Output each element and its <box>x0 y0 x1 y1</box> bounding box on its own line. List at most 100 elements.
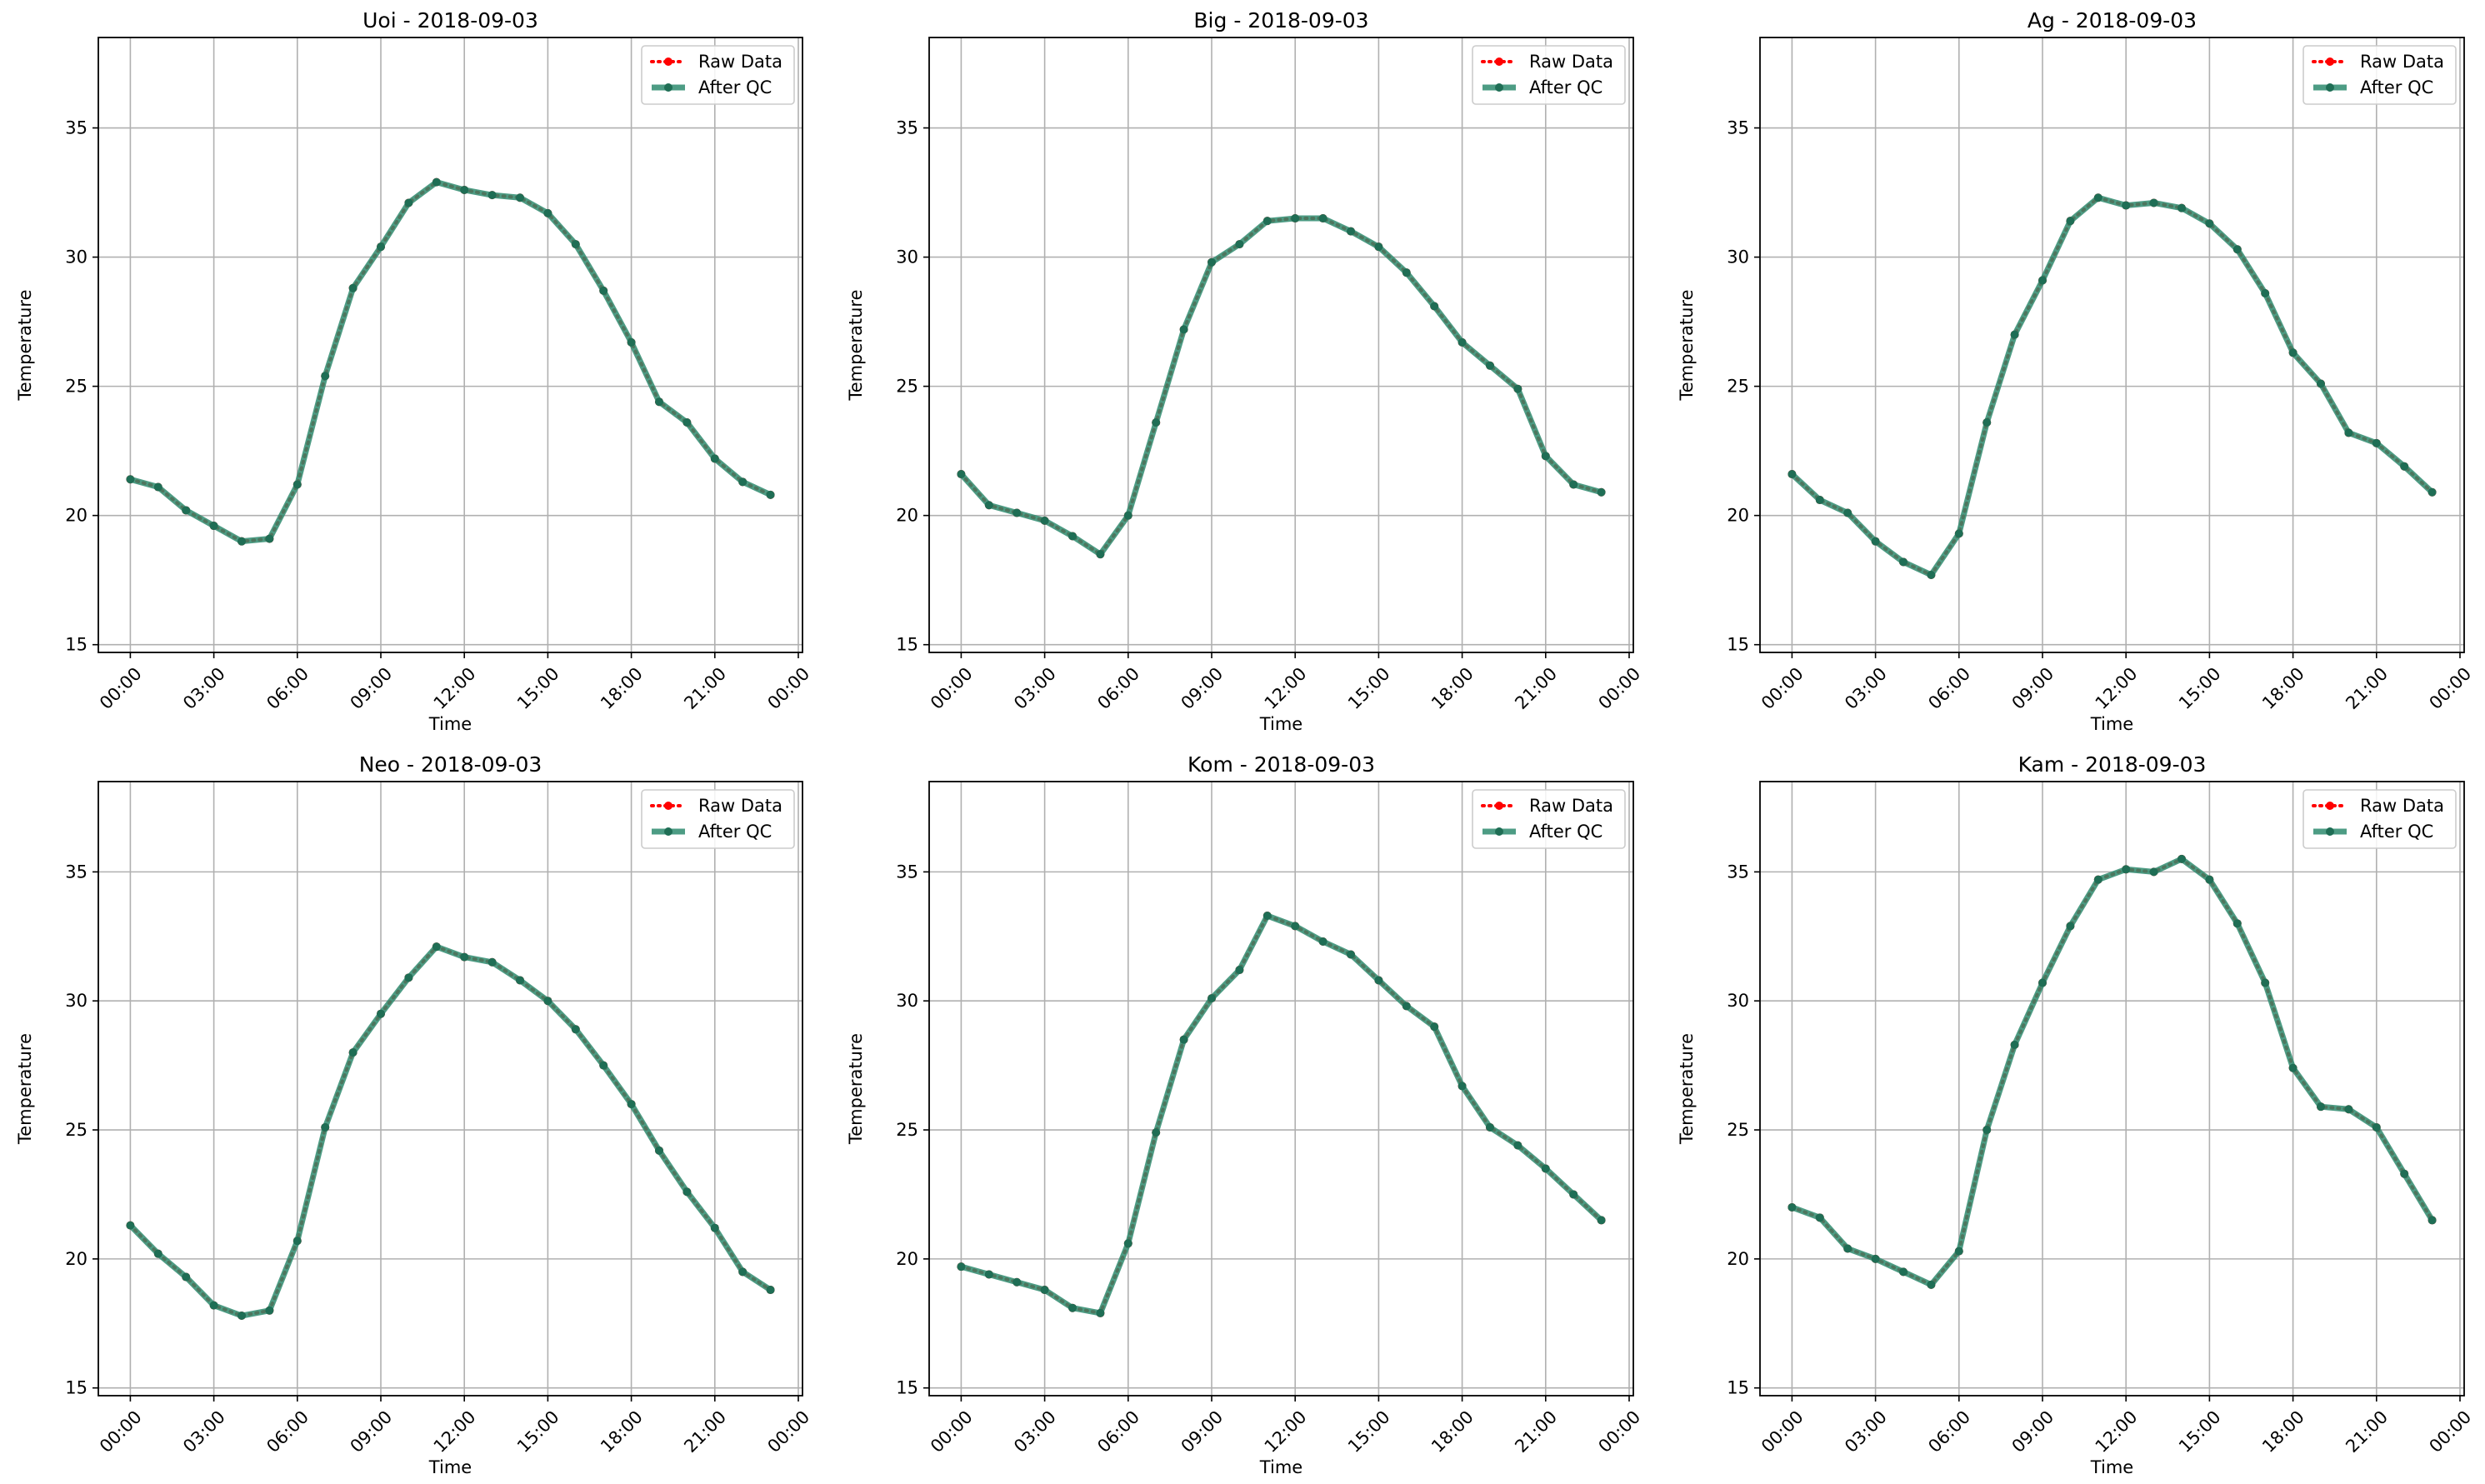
after-qc-point <box>404 973 413 982</box>
y-tick-label: 20 <box>65 1249 88 1269</box>
after-qc-point <box>984 501 993 510</box>
x-tick-label: 18:00 <box>1428 663 1478 713</box>
x-tick-label: 15:00 <box>1344 663 1394 713</box>
y-tick-label: 25 <box>896 1120 918 1140</box>
after-qc-point <box>460 185 469 194</box>
x-tick-label: 06:00 <box>1093 1407 1143 1457</box>
legend-raw-label: Raw Data <box>698 52 782 72</box>
after-qc-point <box>238 1312 247 1321</box>
legend: Raw Data After QC <box>2302 45 2457 105</box>
after-qc-point <box>238 537 247 546</box>
after-qc-point <box>1899 1267 1908 1277</box>
after-qc-point <box>1374 976 1383 985</box>
after-qc-point <box>1096 1308 1105 1317</box>
after-qc-point <box>2122 865 2131 874</box>
x-tick-label: 03:00 <box>1010 663 1060 713</box>
after-qc-point <box>2010 330 2019 339</box>
x-tick-label: 00:00 <box>2426 1407 2476 1457</box>
legend-qc-marker <box>2326 827 2334 836</box>
x-tick-label: 09:00 <box>1178 663 1228 713</box>
legend-qc-label: After QC <box>698 822 772 842</box>
after-qc-point <box>1040 516 1049 525</box>
after-qc-point <box>766 490 775 499</box>
after-qc-point <box>1541 1164 1550 1173</box>
after-qc-point <box>126 475 135 484</box>
x-tick-label: 21:00 <box>1511 663 1561 713</box>
x-tick-label: 00:00 <box>2426 663 2476 713</box>
x-tick-label: 09:00 <box>347 1407 397 1457</box>
after-qc-point <box>1012 508 1022 517</box>
y-axis-title: Temperature <box>846 1033 866 1145</box>
y-tick-label: 35 <box>1727 118 1749 138</box>
after-qc-point <box>2344 1105 2353 1114</box>
after-qc-point <box>543 208 552 217</box>
after-qc-series <box>126 942 775 1321</box>
after-qc-point <box>1068 1303 1078 1312</box>
after-qc-point <box>1291 922 1300 931</box>
after-qc-point <box>1208 257 1217 267</box>
after-qc-point <box>515 976 524 985</box>
after-qc-point <box>321 372 330 381</box>
y-tick-label: 15 <box>896 635 918 655</box>
legend-raw-marker <box>664 57 672 66</box>
after-qc-point <box>1954 1247 1963 1256</box>
after-qc-point <box>2344 428 2353 437</box>
after-qc-point <box>377 242 386 252</box>
y-tick-label: 15 <box>896 1378 918 1398</box>
legend-raw-label: Raw Data <box>2360 52 2444 72</box>
axes-frame <box>98 37 803 653</box>
after-qc-point <box>766 1286 775 1295</box>
after-qc-point <box>2066 217 2075 226</box>
after-qc-point <box>1235 966 1244 975</box>
legend: Raw Data After QC <box>2302 789 2457 849</box>
x-tick-label: 00:00 <box>1758 663 1808 713</box>
x-tick-label: 03:00 <box>1841 663 1891 713</box>
after-qc-point <box>2038 978 2048 987</box>
x-tick-label: 09:00 <box>2008 1407 2058 1457</box>
after-qc-point <box>2093 875 2102 884</box>
after-qc-point <box>2428 1216 2437 1225</box>
axes-frame <box>928 781 1634 1397</box>
after-qc-point <box>1458 337 1467 347</box>
after-qc-point <box>348 283 358 292</box>
after-qc-point <box>682 1187 692 1197</box>
x-tick-label: 15:00 <box>513 1407 563 1457</box>
chart-panel-1: 00:00 03:00 06:00 09:00 12:00 15:00 18:00 21:00… <box>15 8 813 734</box>
chart-title: Kam - 2018-09-03 <box>2018 752 2207 777</box>
grid <box>1760 37 2464 652</box>
raw-data-line <box>128 180 772 543</box>
after-qc-point <box>488 191 497 200</box>
axes-frame <box>98 781 803 1397</box>
x-tick-label: 00:00 <box>96 663 146 713</box>
after-qc-point <box>404 198 413 207</box>
after-qc-point <box>1597 1216 1606 1225</box>
after-qc-line <box>1791 856 2435 1288</box>
legend-qc-marker <box>664 827 672 836</box>
x-tick-label: 03:00 <box>179 1407 229 1457</box>
after-qc-line <box>128 943 772 1319</box>
legend-qc-label: After QC <box>2360 77 2433 97</box>
after-qc-point <box>599 1061 608 1070</box>
after-qc-point <box>460 952 469 962</box>
x-axis-title: Time <box>2090 714 2133 734</box>
x-tick-label: 06:00 <box>1093 663 1143 713</box>
legend-raw-marker <box>664 802 672 810</box>
y-tick-label: 35 <box>896 118 918 138</box>
legend-raw-label: Raw Data <box>1529 52 1613 72</box>
after-qc-point <box>1123 511 1132 520</box>
after-qc-point <box>1597 487 1606 497</box>
x-tick-label: 12:00 <box>2092 663 2142 713</box>
grid <box>98 782 802 1396</box>
legend-qc-label: After QC <box>698 77 772 97</box>
y-tick-label: 30 <box>896 991 918 1011</box>
after-qc-point <box>265 1306 274 1315</box>
legend-qc-marker <box>1495 827 1503 836</box>
after-qc-point <box>1179 325 1188 334</box>
raw-data-series <box>1788 854 2437 1289</box>
after-qc-point <box>1346 950 1355 959</box>
y-tick-label: 35 <box>65 118 88 138</box>
after-qc-line <box>1790 194 2434 578</box>
x-tick-label: 15:00 <box>2175 663 2225 713</box>
after-qc-point <box>1541 452 1550 461</box>
